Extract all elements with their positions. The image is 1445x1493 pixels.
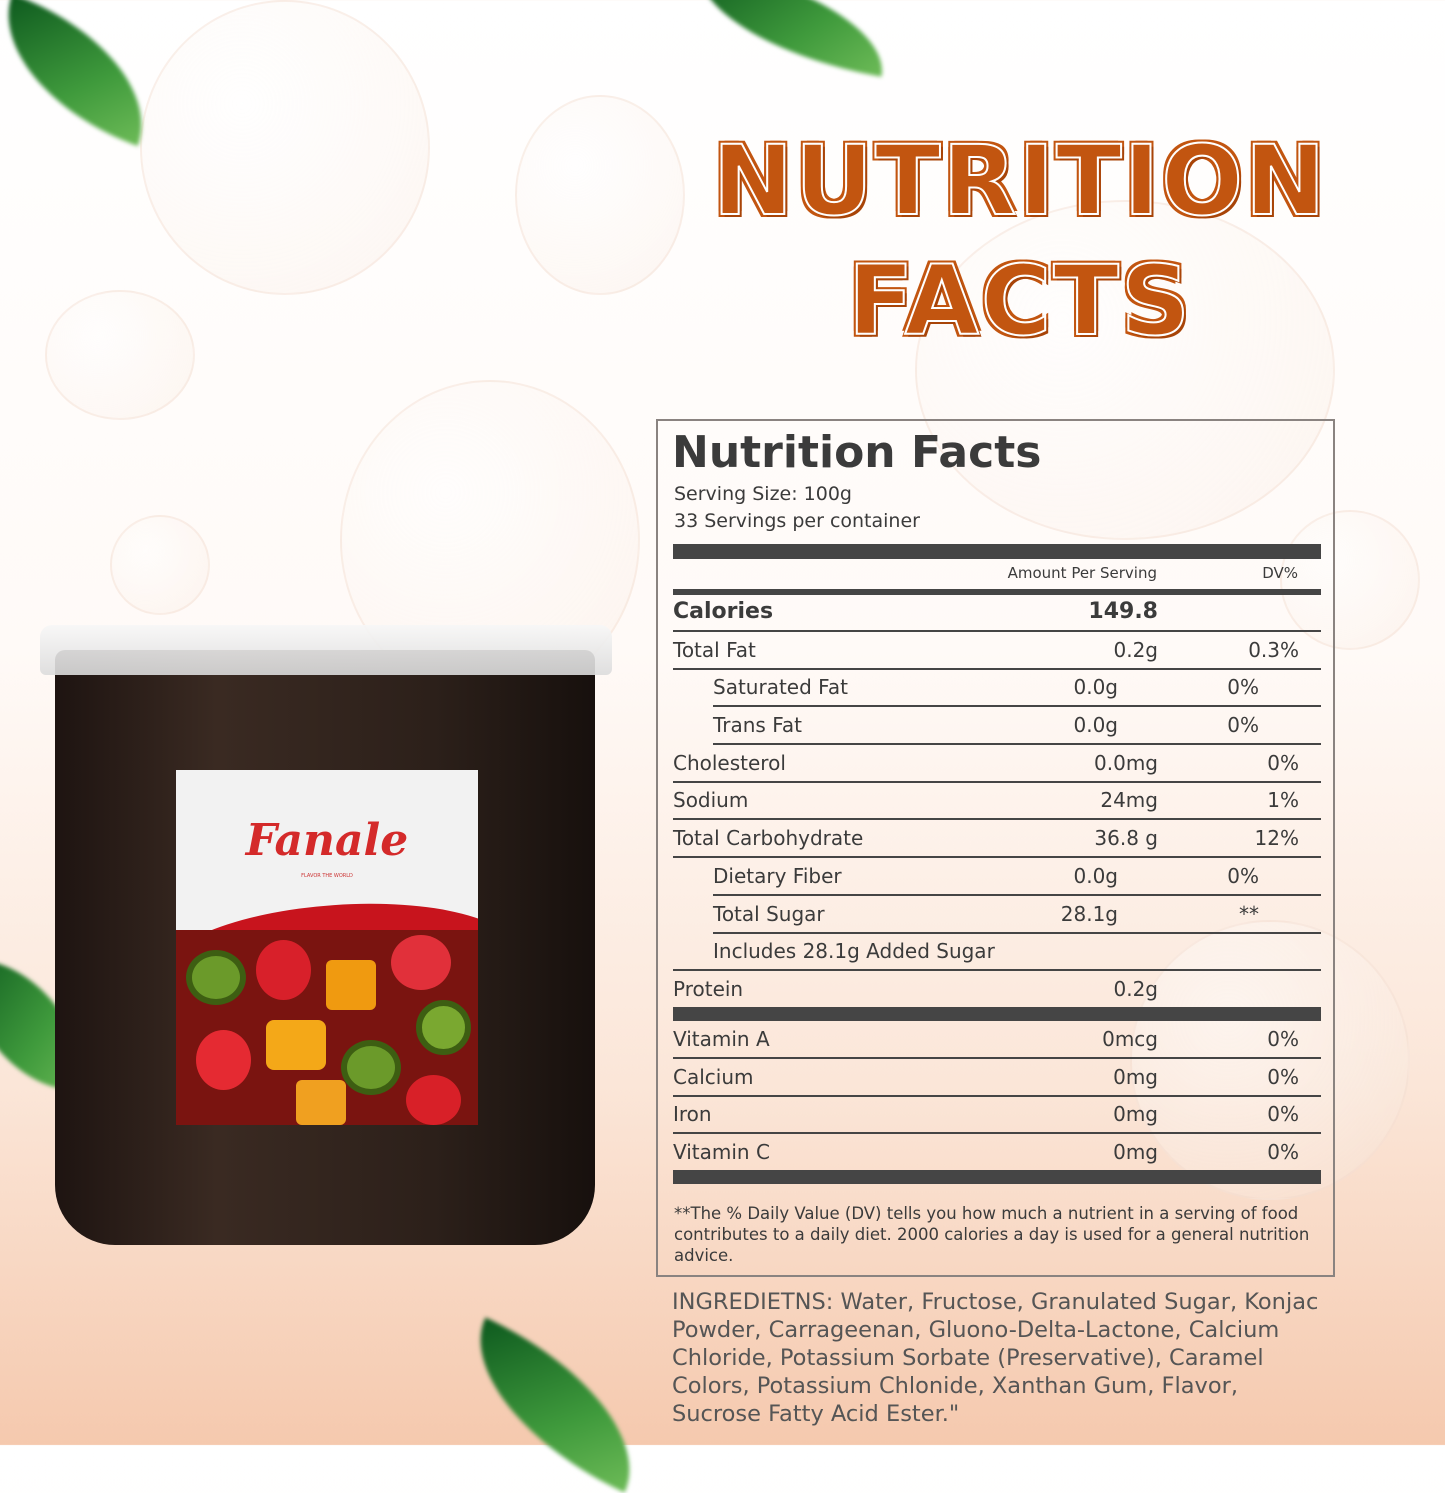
nutrient-amount: 36.8 g	[1094, 826, 1158, 851]
calories-value: 149.8	[1088, 599, 1158, 624]
nutrient-row: Protein 0.2g	[673, 971, 1321, 1022]
bubble	[515, 95, 685, 295]
brand-tagline: FLAVOR THE WORLD	[301, 873, 353, 879]
nutrient-dv: 0%	[1267, 1026, 1299, 1051]
nutrient-amount: 28.1g	[1060, 901, 1118, 926]
bubble	[915, 200, 1335, 540]
nutrient-row: Cholesterol 0.0mg 0%	[673, 745, 1321, 783]
nutrient-row: Calcium 0mg 0%	[673, 1059, 1321, 1097]
dv-footnote: **The % Daily Value (DV) tells you how m…	[674, 1204, 1310, 1265]
nutrient-dv: 0%	[1227, 675, 1259, 700]
nutrient-dv: 0%	[1267, 1102, 1299, 1127]
leaf-decoration	[443, 1317, 667, 1493]
nutrient-row: Sodium 24mg 1%	[673, 783, 1321, 821]
nutrient-label: Total Sugar	[713, 901, 825, 926]
label-title: Nutrition Facts	[672, 427, 1042, 478]
nutrient-label: Vitamin C	[673, 1140, 770, 1165]
headline-line1: NUTRITION	[712, 124, 1328, 238]
divider-thick	[673, 544, 1321, 559]
brand-logo: Fanale	[245, 815, 409, 866]
nutrient-label: Includes 28.1g Added Sugar	[713, 939, 995, 964]
nutrient-dv: **	[1239, 901, 1259, 926]
nutrient-row: Iron 0mg 0%	[673, 1097, 1321, 1135]
nutrient-dv: 0%	[1227, 713, 1259, 738]
nutrient-dv: 0%	[1267, 750, 1299, 775]
nutrient-label: Cholesterol	[673, 750, 786, 775]
nutrient-row: Vitamin C 0mg 0%	[673, 1134, 1321, 1185]
nutrient-dv: 0%	[1227, 863, 1259, 888]
nutrient-label: Saturated Fat	[713, 675, 848, 700]
nutrient-amount: 0mcg	[1102, 1026, 1158, 1051]
nutrition-facts-label: Nutrition Facts Serving Size: 100g 33 Se…	[656, 419, 1335, 1277]
nutrient-row: Saturated Fat 0.0g 0%	[713, 670, 1321, 708]
fruit-image	[176, 930, 478, 1125]
product-label: Fanale FLAVOR THE WORLD	[176, 770, 478, 1125]
nutrient-amount: 0.0mg	[1094, 750, 1158, 775]
nutrient-row: Total Fat 0.2g 0.3%	[673, 632, 1321, 670]
bubble	[110, 515, 210, 615]
calories-row: Calories 149.8	[673, 596, 1321, 632]
calories-label: Calories	[673, 599, 774, 624]
serving-size: Serving Size: 100g	[674, 483, 852, 505]
nutrient-dv: 0%	[1267, 1140, 1299, 1165]
headline-line2: FACTS	[847, 244, 1192, 358]
nutrient-label: Total Carbohydrate	[673, 826, 864, 851]
nutrient-label: Protein	[673, 977, 744, 1002]
nutrient-row: Total Carbohydrate 36.8 g 12%	[673, 820, 1321, 859]
nutrient-dv: 0.3%	[1248, 637, 1299, 662]
nutrient-amount: 24mg	[1100, 788, 1158, 813]
nutrient-amount: 0.2g	[1113, 977, 1158, 1002]
nutrient-label: Vitamin A	[673, 1026, 770, 1051]
nutrient-amount: 0mg	[1113, 1102, 1158, 1127]
nutrient-label: Trans Fat	[713, 713, 802, 738]
servings-per-container: 33 Servings per container	[674, 510, 920, 532]
nutrient-label: Sodium	[673, 788, 749, 813]
nutrient-amount: 0.0g	[1073, 863, 1118, 888]
amount-header: Amount Per Serving	[1007, 564, 1157, 582]
ingredients-text: INGREDIETNS: Water, Fructose, Granulated…	[672, 1289, 1319, 1427]
nutrient-label: Iron	[673, 1102, 712, 1127]
nutrient-dv: 1%	[1267, 788, 1299, 813]
dv-header: DV%	[1262, 564, 1298, 582]
bubble	[45, 290, 195, 420]
nutrient-label: Dietary Fiber	[713, 863, 842, 888]
nutrient-rows: Calories 149.8 Total Fat 0.2g 0.3% Saturat…	[673, 596, 1321, 1185]
bubble	[1280, 510, 1420, 650]
nutrient-label: Calcium	[673, 1064, 754, 1089]
nutrient-dv: 12%	[1254, 826, 1299, 851]
bubble	[1130, 920, 1410, 1200]
nutrient-row: Total Sugar 28.1g **	[713, 896, 1321, 934]
nutrient-amount: 0.2g	[1113, 637, 1158, 662]
nutrient-label: Total Fat	[673, 637, 756, 662]
nutrient-row: Trans Fat 0.0g 0%	[713, 707, 1321, 746]
nutrient-amount: 0mg	[1113, 1140, 1158, 1165]
nutrient-amount: 0mg	[1113, 1064, 1158, 1089]
nutrient-amount: 0.0g	[1073, 675, 1118, 700]
nutrient-row: Includes 28.1g Added Sugar	[673, 934, 1321, 972]
jar-lid	[40, 625, 612, 675]
nutrient-row: Dietary Fiber 0.0g 0%	[713, 858, 1321, 896]
nutrient-dv: 0%	[1267, 1064, 1299, 1089]
nutrient-amount: 0.0g	[1073, 713, 1118, 738]
nutrient-row: Vitamin A 0mcg 0%	[673, 1021, 1321, 1059]
divider	[673, 589, 1321, 595]
leaf-decoration	[684, 0, 896, 77]
bubble	[140, 0, 430, 295]
